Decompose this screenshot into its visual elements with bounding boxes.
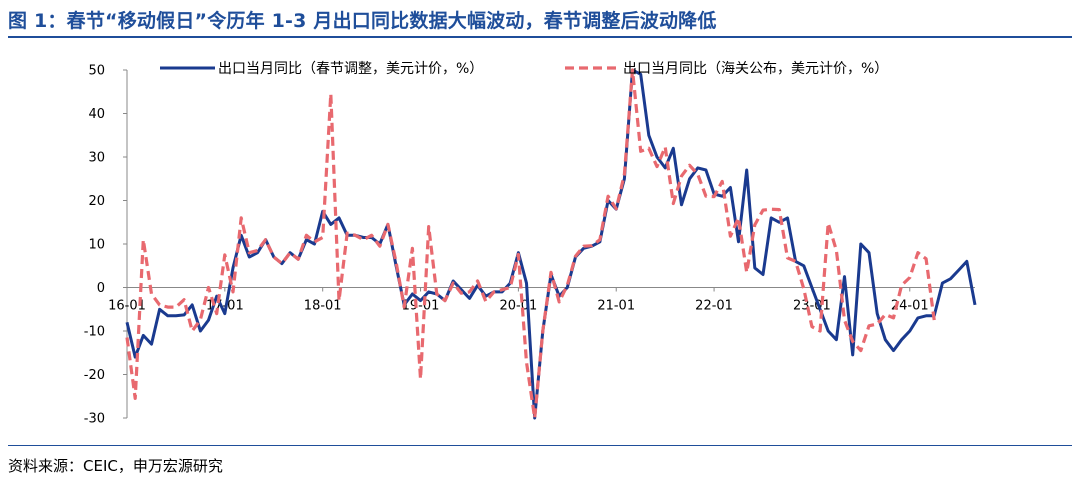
y-tick-label: 10 — [88, 238, 105, 253]
y-tick-label: 0 — [97, 281, 105, 296]
x-tick-label: 22-01 — [695, 299, 733, 314]
series-line-customs — [125, 68, 936, 420]
title-rule — [8, 36, 1072, 38]
y-tick-label: 30 — [88, 151, 105, 166]
x-tick-label: 20-01 — [499, 299, 537, 314]
chart-title: 图 1：春节“移动假日”令历年 1-3 月出口同比数据大幅波动，春节调整后波动降… — [8, 10, 717, 32]
legend-label-customs: 出口当月同比（海关公布，美元计价，%） — [623, 61, 888, 77]
series-layer — [125, 68, 977, 420]
y-tick-label: 40 — [88, 107, 105, 122]
y-tick-label: -10 — [84, 325, 105, 340]
y-tick-label: 20 — [88, 194, 105, 209]
x-tick-label: 16-01 — [108, 299, 146, 314]
x-tick-label: 24-01 — [891, 299, 929, 314]
x-tick-label: 18-01 — [304, 299, 342, 314]
x-tick-label: 23-01 — [793, 299, 831, 314]
series-line-adjusted — [125, 68, 977, 420]
legend-label-adjusted: 出口当月同比（春节调整，美元计价，%） — [218, 61, 483, 77]
x-tick-label: 21-01 — [597, 299, 635, 314]
x-tick-label: 19-01 — [402, 299, 440, 314]
y-tick-label: -30 — [84, 412, 105, 427]
y-tick-label: 50 — [88, 64, 105, 79]
source-rule — [8, 445, 1072, 446]
source-note: 资料来源：CEIC，申万宏源研究 — [8, 457, 223, 475]
legend: 出口当月同比（春节调整，美元计价，%） 出口当月同比（海关公布，美元计价，%） — [160, 61, 888, 77]
y-tick-label: -20 — [84, 368, 105, 383]
